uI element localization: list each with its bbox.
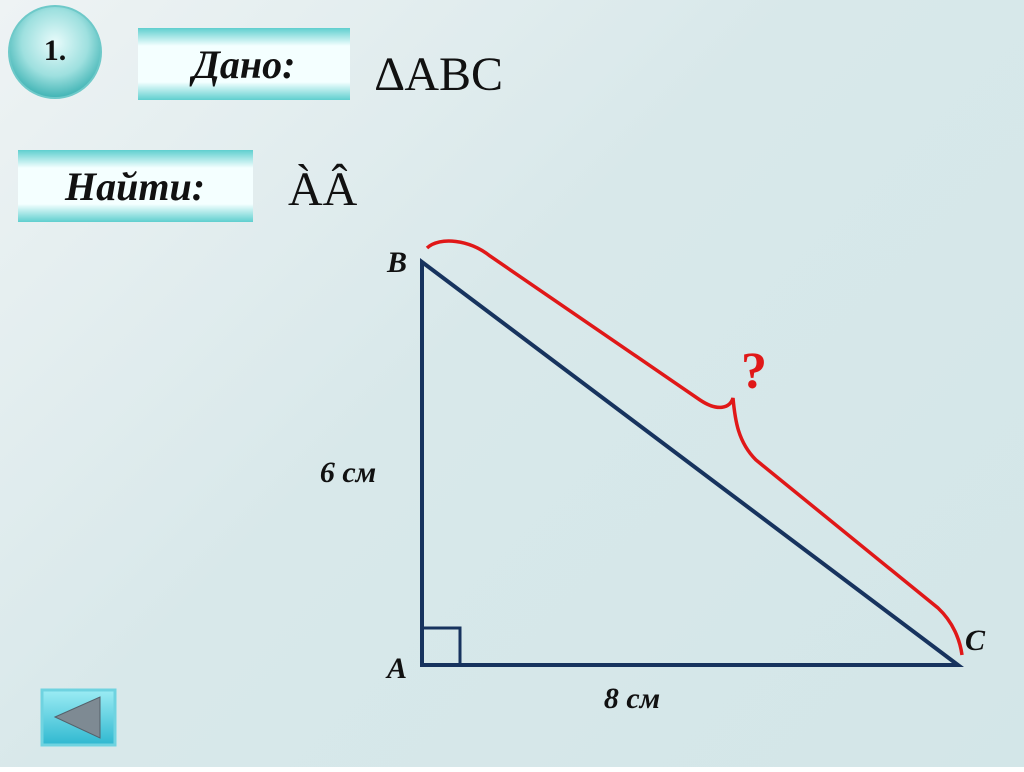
given-label: Дано: [189,42,296,87]
triangle [420,257,964,667]
slide-number: 1. [44,34,67,67]
number-badge [8,5,102,99]
back-button[interactable] [40,688,117,747]
vertex-label: C [965,624,986,657]
back-arrow[interactable] [53,696,101,739]
given-value: ∆ABC [375,48,503,101]
side-label: 8 см [604,682,660,715]
right-angle [422,626,462,665]
find-value: ÀÂ [288,163,358,216]
brace [425,239,964,656]
find-label: Найти: [64,164,205,209]
back-button-face[interactable] [40,688,117,747]
unknown-mark: ? [741,343,767,400]
find-box [18,150,253,222]
vertex-label: B [386,246,407,279]
given-box [138,28,350,100]
side-label: 6 см [320,456,376,489]
vertex-label: A [385,652,407,685]
